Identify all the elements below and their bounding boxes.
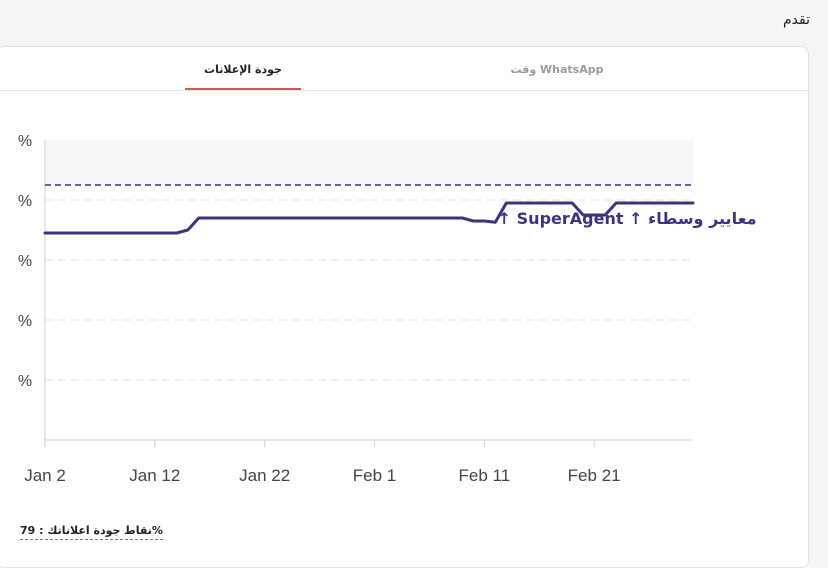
y-tick-label: % <box>18 313 32 330</box>
y-tick-label: % <box>18 133 32 150</box>
benchmark-annotation: معايير وسطاء ↑ SuperAgent ↑ <box>498 209 757 228</box>
x-tick-label: Jan 12 <box>129 466 180 485</box>
tab-whatsapp-time[interactable]: وقت WhatsApp <box>510 63 604 76</box>
x-tick-label: Jan 2 <box>24 466 66 485</box>
x-tick-label: Jan 22 <box>239 466 290 485</box>
page-title: تقدم <box>783 12 810 28</box>
quality-score: نقاط جودة اعلاناتك : 79% <box>20 524 163 540</box>
series-line <box>43 201 695 235</box>
progress-card: جودة الإعلانات وقت WhatsApp <box>0 46 809 568</box>
y-tick-label: % <box>18 253 32 270</box>
y-tick-label: % <box>18 193 32 210</box>
x-tick-label: Feb 11 <box>458 466 510 485</box>
tab-bar: جودة الإعلانات وقت WhatsApp <box>0 47 808 91</box>
y-tick-label: % <box>18 373 32 390</box>
reference-band <box>45 140 693 185</box>
line-chart: %%%%% Jan 2 Jan 12 Jan 22 Feb 1 Feb 11 Feb 21 م… <box>18 133 757 485</box>
x-tick-label: Feb 21 <box>568 466 621 485</box>
x-tick-label: Feb 1 <box>353 466 396 485</box>
tab-ad-quality[interactable]: جودة الإعلانات <box>185 47 301 90</box>
